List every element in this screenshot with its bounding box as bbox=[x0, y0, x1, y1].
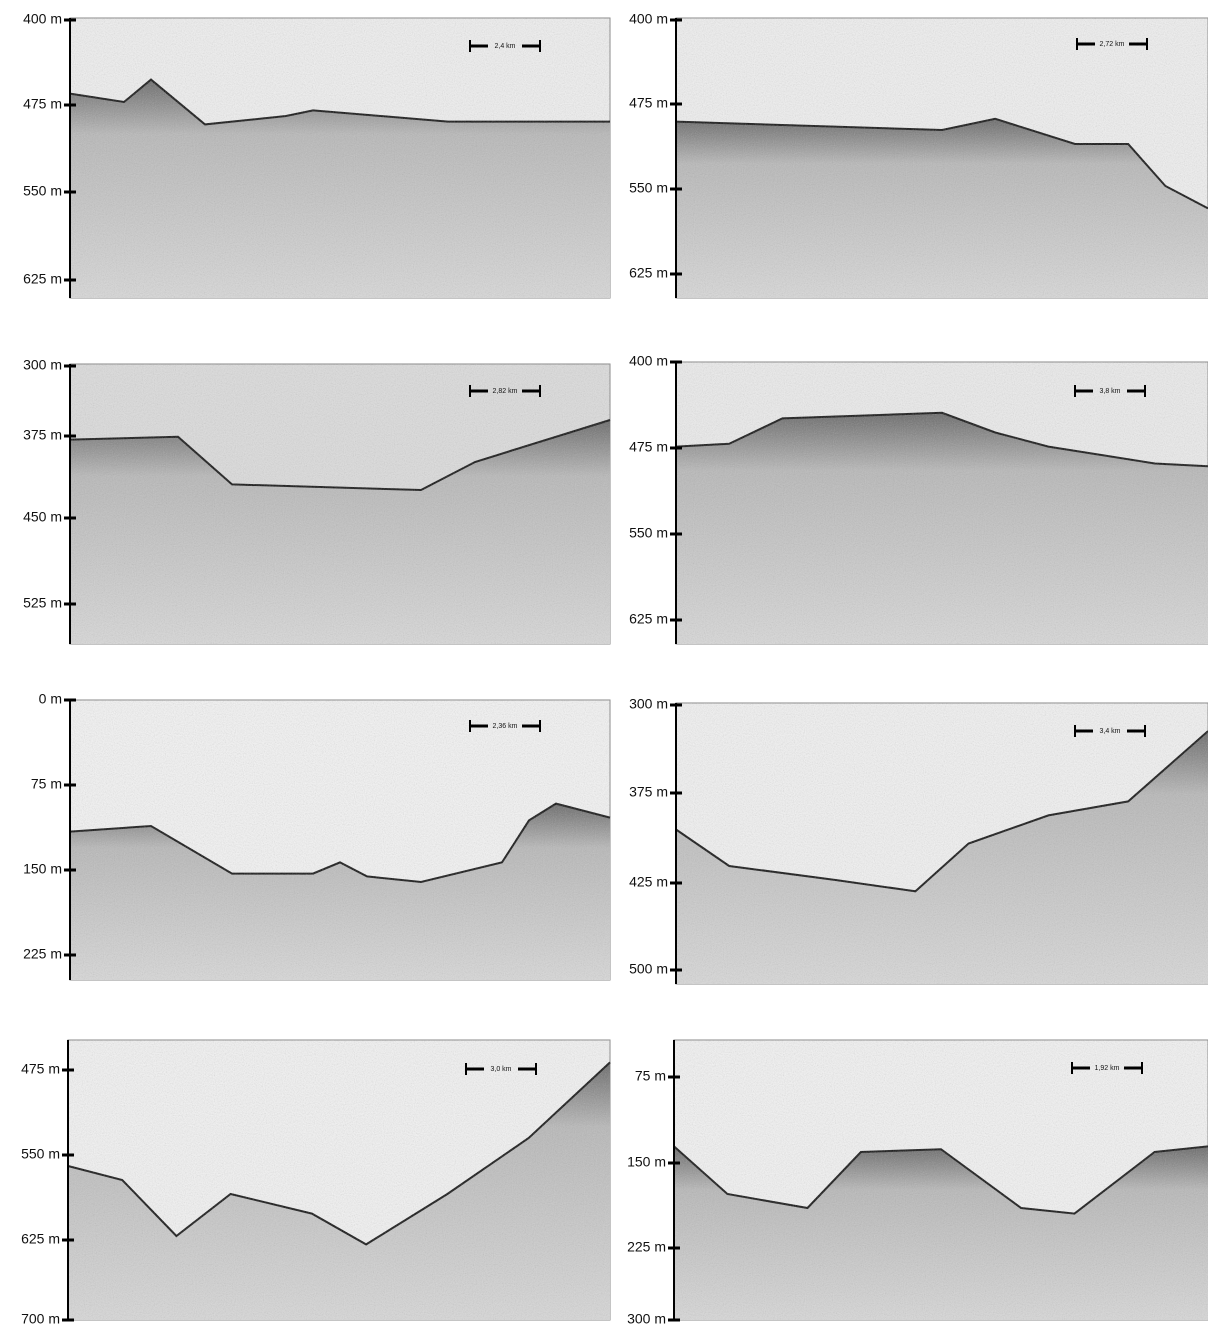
tick-label: 400 m bbox=[629, 353, 668, 369]
profile-panel: 75 m 150 m 225 m 300 m 1,92 km bbox=[627, 1039, 1208, 1327]
tick-label: 700 m bbox=[21, 1311, 60, 1327]
scale-label: 3,4 km bbox=[1099, 728, 1120, 735]
noise-texture bbox=[70, 364, 610, 644]
noise-texture bbox=[70, 18, 610, 298]
scale-label: 3,0 km bbox=[490, 1066, 511, 1073]
profile-panel: 400 m 475 m 550 m 625 m 3,8 km bbox=[629, 353, 1208, 645]
tick-label: 550 m bbox=[23, 183, 62, 199]
noise-texture bbox=[70, 700, 610, 980]
tick-label: 500 m bbox=[629, 961, 668, 977]
profile-panel: 475 m 550 m 625 m 700 m 3,0 km bbox=[21, 1039, 611, 1327]
noise-texture bbox=[674, 1040, 1208, 1320]
tick-label: 625 m bbox=[21, 1231, 60, 1247]
tick-label: 75 m bbox=[635, 1068, 666, 1084]
profile-panel: 300 m 375 m 450 m 525 m 2,82 km bbox=[23, 357, 611, 645]
tick-label: 400 m bbox=[23, 11, 62, 27]
tick-label: 375 m bbox=[23, 427, 62, 443]
tick-label: 300 m bbox=[23, 357, 62, 373]
noise-texture bbox=[676, 18, 1208, 298]
tick-label: 550 m bbox=[629, 180, 668, 196]
scale-label: 3,8 km bbox=[1099, 388, 1120, 395]
tick-label: 525 m bbox=[23, 595, 62, 611]
tick-label: 475 m bbox=[23, 96, 62, 112]
profile-panel: 0 m 75 m 150 m 225 m 2,36 km bbox=[23, 691, 611, 981]
tick-label: 300 m bbox=[627, 1311, 666, 1327]
tick-label: 400 m bbox=[629, 11, 668, 27]
tick-label: 625 m bbox=[629, 611, 668, 627]
scale-label: 1,92 km bbox=[1095, 1065, 1120, 1072]
scale-label: 2,36 km bbox=[493, 723, 518, 730]
tick-label: 75 m bbox=[31, 776, 62, 792]
profile-panel: 400 m 475 m 550 m 625 m 2,72 km bbox=[629, 11, 1208, 299]
tick-label: 625 m bbox=[23, 271, 62, 287]
scale-label: 2,4 km bbox=[494, 43, 515, 50]
tick-label: 225 m bbox=[627, 1239, 666, 1255]
noise-texture bbox=[68, 1040, 610, 1320]
noise-texture bbox=[676, 703, 1208, 984]
tick-label: 225 m bbox=[23, 946, 62, 962]
tick-label: 0 m bbox=[39, 691, 62, 707]
profile-panel: 300 m 375 m 425 m 500 m 3,4 km bbox=[629, 696, 1208, 985]
scale-label: 2,72 km bbox=[1100, 41, 1125, 48]
tick-label: 150 m bbox=[627, 1154, 666, 1170]
tick-label: 300 m bbox=[629, 696, 668, 712]
noise-texture bbox=[676, 362, 1208, 644]
tick-label: 375 m bbox=[629, 784, 668, 800]
tick-label: 550 m bbox=[629, 525, 668, 541]
tick-label: 425 m bbox=[629, 874, 668, 890]
tick-label: 450 m bbox=[23, 509, 62, 525]
tick-label: 475 m bbox=[629, 439, 668, 455]
tick-label: 475 m bbox=[21, 1061, 60, 1077]
tick-label: 475 m bbox=[629, 95, 668, 111]
scale-label: 2,82 km bbox=[493, 388, 518, 395]
tick-label: 625 m bbox=[629, 265, 668, 281]
tick-label: 550 m bbox=[21, 1146, 60, 1162]
profile-panel: 400 m 475 m 550 m 625 m 2,4 km bbox=[23, 11, 611, 299]
tick-label: 150 m bbox=[23, 861, 62, 877]
